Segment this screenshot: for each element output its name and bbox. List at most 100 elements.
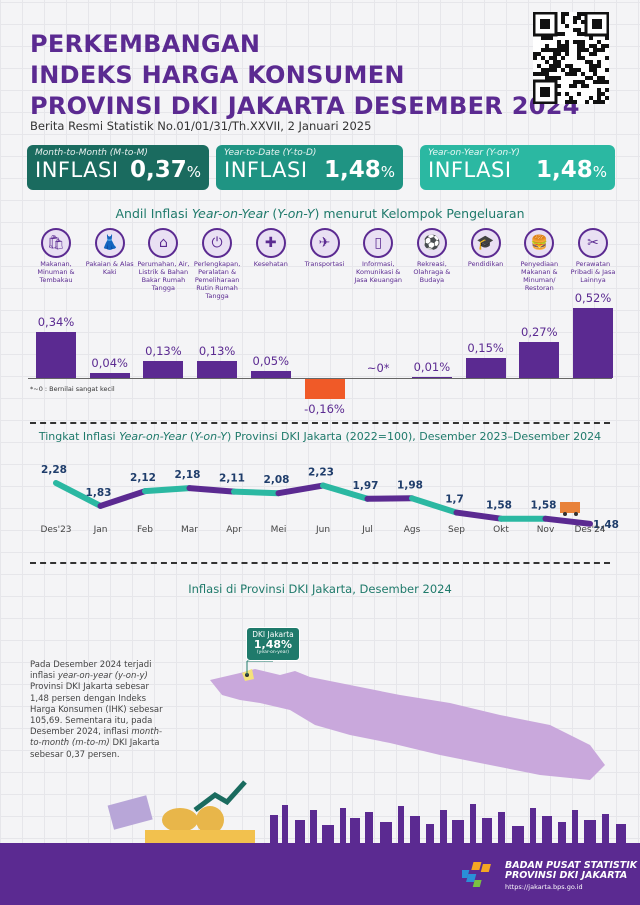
bar-label: -0,16% — [304, 402, 345, 417]
bps-logo-icon — [462, 862, 491, 887]
mtm-value: 0,37 — [129, 157, 187, 183]
point-label: 1,97 — [353, 480, 379, 492]
line-segment — [453, 509, 504, 522]
yoy-value: 1,48 — [535, 157, 593, 183]
line-segment — [364, 495, 415, 502]
point-label: 2,12 — [130, 472, 156, 484]
category-5: ✈ Transportasi — [297, 228, 353, 268]
category-8: 🎓 Pendidikan — [458, 228, 514, 268]
bar-label: 0,01% — [413, 359, 451, 374]
point-label: 1,58 — [531, 500, 557, 512]
point-label: 1,58 — [486, 500, 512, 512]
smartphone-icon: ▯ — [363, 228, 394, 258]
category-7: ⚽ Rekreasi, Olahraga & Budaya — [404, 228, 460, 284]
category-label: Transportasi — [304, 260, 345, 268]
line-segment — [409, 495, 460, 516]
plug-icon: ⏻ — [202, 228, 233, 258]
x-tick-label: Des'24 — [574, 525, 605, 535]
airplane-icon: ✈ — [309, 228, 340, 258]
bar-label: 0,34% — [37, 315, 75, 330]
point-label: 2,18 — [175, 469, 201, 481]
category-2: ⌂ Perumahan, Air, Listrik & Bahan Bakar R… — [135, 228, 191, 292]
bar-label: 0,04% — [91, 355, 128, 370]
bar — [304, 378, 345, 400]
line-segment — [275, 482, 326, 497]
bar-note: *~0 : Bernilai sangat kecil — [30, 385, 115, 393]
point-label: 1,98 — [397, 479, 423, 491]
truck-icon — [560, 502, 580, 513]
coins-illustration — [107, 780, 255, 845]
line-segment — [97, 488, 148, 509]
category-label: Kesehatan — [253, 260, 288, 268]
bar-label: 0,13% — [198, 343, 236, 358]
yoy-word: INFLASI — [428, 158, 512, 182]
category-label: Rekreasi, Olahraga & Budaya — [413, 260, 451, 284]
category-label: Pendidikan — [467, 260, 504, 268]
point-label: 1,83 — [86, 487, 112, 499]
org-line-1: BADAN PUSAT STATISTIK — [505, 860, 638, 871]
x-tick-label: Okt — [493, 525, 509, 535]
paragraph-text: year-on-year (y-on-y) — [57, 671, 148, 682]
title-line-1: PERKEMBANGAN — [30, 30, 261, 58]
point-label: 2,08 — [264, 474, 290, 486]
java-island — [210, 669, 605, 780]
graduation-cap-icon: 🎓 — [470, 228, 501, 258]
x-tick-label: Mei — [271, 525, 287, 535]
bar-label: 0,52% — [574, 291, 612, 306]
org-name: BADAN PUSAT STATISTIK PROVINSI DKI JAKAR… — [505, 861, 637, 881]
bar — [197, 360, 238, 378]
bar — [573, 308, 613, 378]
category-6: ▯ Informasi, Komunikasi & Jasa Keuangan — [350, 228, 406, 284]
category-4: ✚ Kesehatan — [243, 228, 299, 268]
bar — [250, 371, 291, 378]
map-title: Inflasi di Provinsi DKI Jakarta, Desembe… — [188, 582, 452, 596]
soccer-player-icon: ⚽ — [416, 228, 447, 258]
bar-label: ~0* — [366, 361, 390, 375]
org-line-2: PROVINSI DKI JAKARTA — [505, 870, 628, 881]
point-label: 2,23 — [308, 467, 334, 479]
callout-region: DKI Jakarta — [252, 630, 294, 639]
house-icon: ⌂ — [148, 228, 179, 258]
bar-label: 0,27% — [521, 324, 558, 339]
bar-label: 0,15% — [467, 340, 504, 355]
x-tick-label: Feb — [137, 525, 153, 535]
line-chart: 2,28 Des'23 1,83 Jan 2,12 Feb 2,18 Mar 2,11 Apr 2,… — [40, 464, 619, 535]
category-label: Makanan, Minuman & Tembakau — [37, 260, 75, 284]
category-label: Perumahan, Air, Listrik & Bahan Bakar Ru… — [137, 260, 190, 292]
map-callout: DKI Jakarta 1,48% (year-on-year) — [246, 627, 300, 661]
paragraph-text: month-to-month (m-to-m) — [30, 727, 163, 749]
mtm-word: INFLASI — [35, 158, 119, 182]
bar — [89, 372, 130, 378]
bar-baseline — [28, 378, 612, 379]
callout-value: 1,48% — [253, 638, 293, 651]
callout-note: (year-on-year) — [256, 650, 290, 655]
first-aid-icon: ✚ — [255, 228, 286, 258]
point-label: 2,28 — [41, 464, 67, 476]
x-tick-label: Sep — [448, 525, 465, 535]
line-chart-title: Tingkat Inflasi Year-on-Year (Y-on-Y) Pr… — [38, 430, 602, 443]
bar — [519, 341, 560, 378]
yoy-label: Year-on-Year (Y-on-Y) — [428, 148, 520, 158]
x-tick-label: Jan — [93, 525, 108, 535]
org-url[interactable]: https://jakarta.bps.go.id — [505, 883, 583, 891]
x-tick-label: Des'23 — [40, 525, 71, 535]
x-tick-label: Nov — [537, 525, 555, 535]
yoy-unit: % — [592, 163, 607, 181]
mtm-unit: % — [186, 163, 201, 181]
category-label: Perlengkapan, Peralatan & Pemeliharaan R… — [193, 260, 241, 300]
mtm-label: Month-to-Month (M-to-M) — [35, 148, 148, 158]
title-line-3: PROVINSI DKI JAKARTA DESEMBER 2024 — [30, 92, 580, 120]
category-1: 👗 Pakaian & Alas Kaki — [82, 228, 138, 276]
point-label: 1,48 — [593, 519, 619, 531]
bar — [143, 360, 184, 378]
qr-code-icon — [533, 12, 609, 104]
x-tick-label: Apr — [226, 525, 242, 535]
bar — [411, 376, 452, 378]
category-label: Informasi, Komunikasi & Jasa Keuangan — [354, 260, 403, 284]
footer — [0, 843, 640, 905]
dress-icon: 👗 — [94, 228, 125, 258]
bar-label: 0,13% — [145, 343, 182, 358]
line-segment — [142, 485, 193, 495]
summary-paragraph: Pada Desember 2024 terjadi inflasi year-… — [30, 660, 170, 761]
category-label: Penyediaan Makanan & Minuman/ Restoran — [520, 260, 559, 292]
